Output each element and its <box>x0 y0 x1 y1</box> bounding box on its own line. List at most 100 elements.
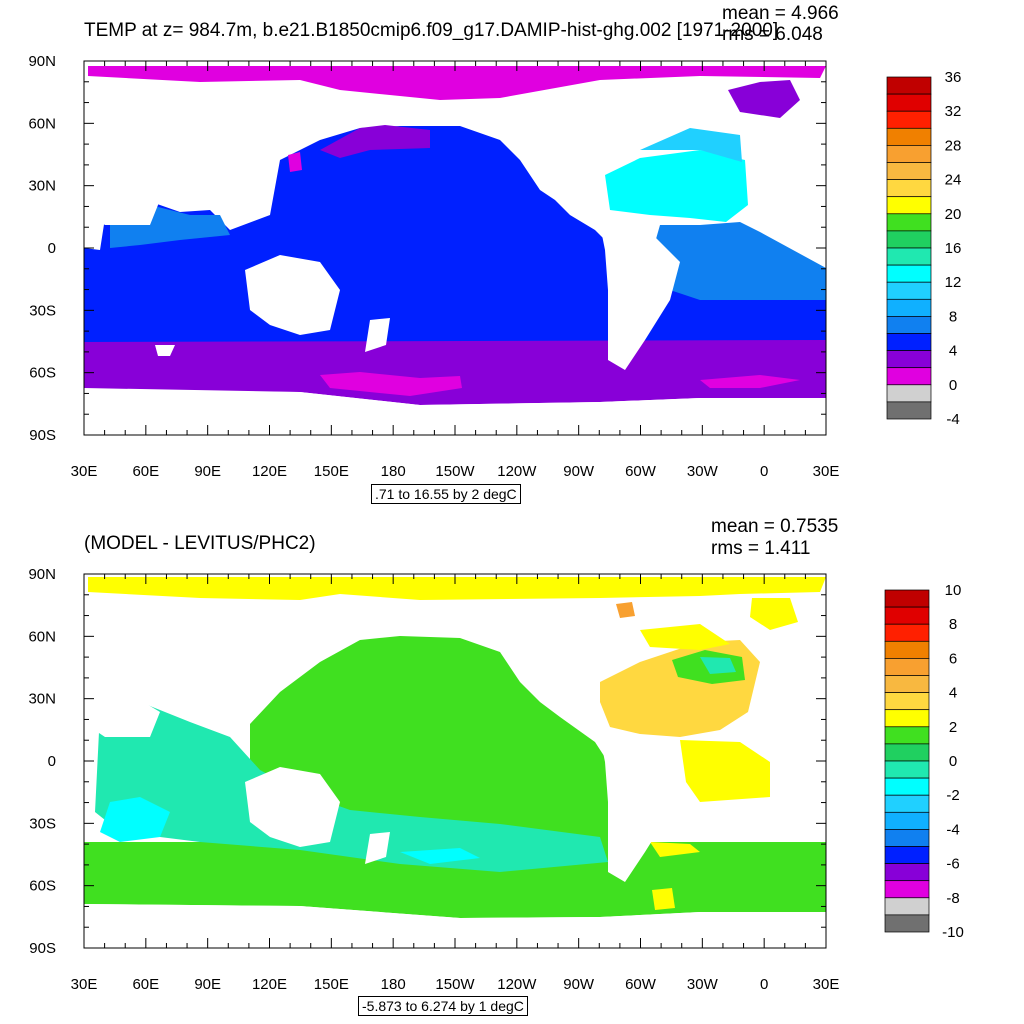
colorbar-swatch <box>884 880 930 899</box>
colorbar-swatch <box>886 196 932 215</box>
colorbar-swatch <box>884 675 930 693</box>
mean-stat: mean = 0.7535 <box>711 516 839 537</box>
colorbar-label: -6 <box>946 856 959 873</box>
x-tick-label: 30W <box>687 463 719 480</box>
colorbar-label: 32 <box>945 103 962 120</box>
y-tick-label: 60S <box>29 878 56 895</box>
colorbar-label: 6 <box>949 650 957 667</box>
colorbar-label: 0 <box>949 377 957 394</box>
x-tick-label: 90E <box>194 976 221 993</box>
colorbar-swatch <box>884 829 930 847</box>
colorbar-swatch <box>884 743 930 762</box>
colorbar-swatch <box>884 709 930 728</box>
x-tick-label: 60E <box>132 976 159 993</box>
x-tick-label: 0 <box>760 463 768 480</box>
colorbar-swatch <box>884 794 930 813</box>
y-tick-label: 30N <box>28 691 56 708</box>
colorbar-swatch <box>886 298 932 317</box>
x-tick-label: 180 <box>381 463 406 480</box>
colorbar-label: 36 <box>945 69 962 86</box>
temperature-map: 30E 60E 90E 120E 150E 180 150W 120W 90W 60W 30W 0 30… <box>28 53 962 480</box>
x-axis-ticks: 30E 60E 90E 120E 150E 180 150W 120W 90W 60W 30W 0 30… <box>71 61 840 480</box>
colorbar-swatch <box>886 384 932 403</box>
temperature-panel: TEMP at z= 984.7m, b.e21.B1850cmip6.f09_… <box>28 3 962 504</box>
temperature-field <box>84 66 826 435</box>
colorbar-swatch <box>886 230 932 249</box>
colorbar-swatch <box>884 640 930 659</box>
x-tick-label: 30E <box>71 463 98 480</box>
x-tick-label: 60W <box>625 976 657 993</box>
colorbar-label: 24 <box>945 172 962 189</box>
colorbar-swatch <box>886 110 932 129</box>
colorbar-swatch <box>886 316 932 334</box>
y-tick-label: 30S <box>29 302 56 319</box>
colorbar-swatch <box>886 367 932 386</box>
colorbar-swatch <box>886 333 932 351</box>
colorbar-label: 28 <box>945 137 962 154</box>
difference-map: 30E 60E 90E 120E 150E 180 150W 120W 90W 60W 30W 0 30… <box>28 566 964 993</box>
colorbar-label: 16 <box>945 240 962 257</box>
difference-panel: (MODEL - LEVITUS/PHC2) mean = 0.7535 rms… <box>0 512 1024 1024</box>
colorbar-swatch <box>886 162 932 180</box>
colorbar-label: 8 <box>949 308 957 325</box>
x-tick-label: 150E <box>314 463 349 480</box>
colorbar-swatch <box>884 914 930 933</box>
x-tick-label: 60E <box>132 463 159 480</box>
colorbar-swatch <box>884 811 930 830</box>
colorbar-label: -4 <box>946 411 959 428</box>
x-tick-label: 30E <box>71 976 98 993</box>
rms-stat: rms = 1.411 <box>711 538 811 559</box>
colorbar-swatch <box>886 76 932 95</box>
colorbar-swatch <box>884 777 930 796</box>
x-tick-label: 150E <box>314 976 349 993</box>
x-tick-label: 60W <box>625 463 657 480</box>
mean-stat: mean = 4.966 <box>722 3 839 24</box>
colorbar-swatch <box>884 589 930 608</box>
colorbar-swatch <box>884 760 930 779</box>
colorbar-swatch <box>884 606 930 625</box>
rms-stat: rms = 6.048 <box>722 24 823 45</box>
difference-field <box>84 577 826 948</box>
y-tick-label: 90S <box>29 427 56 444</box>
colorbar-swatch <box>884 897 930 916</box>
panel-title: TEMP at z= 984.7m, b.e21.B1850cmip6.f09_… <box>84 20 779 41</box>
contour-info: -5.873 to 6.274 by 1 degC <box>358 996 528 1016</box>
x-tick-label: 30E <box>813 463 840 480</box>
x-tick-label: 120W <box>497 463 537 480</box>
colorbar-swatch <box>886 401 932 420</box>
x-tick-label: 30W <box>687 976 719 993</box>
colorbar-swatch <box>884 658 930 676</box>
x-tick-label: 120W <box>497 976 537 993</box>
colorbar-label: -10 <box>942 924 964 941</box>
x-axis-ticks: 30E 60E 90E 120E 150E 180 150W 120W 90W 60W 30W 0 30… <box>71 574 840 993</box>
colorbar-label: 2 <box>949 719 957 736</box>
colorbar-swatch <box>886 179 932 198</box>
colorbar-swatch <box>886 281 932 300</box>
colorbar-swatch <box>886 93 932 112</box>
colorbar-label: 8 <box>949 616 957 633</box>
colorbar-label: 20 <box>945 206 962 223</box>
x-tick-label: 30E <box>813 976 840 993</box>
y-axis-ticks: 90N 60N 30N 0 30S 60S 90S <box>28 53 826 444</box>
x-tick-label: 150W <box>435 463 475 480</box>
x-tick-label: 90E <box>194 463 221 480</box>
colorbar-swatch <box>886 350 932 369</box>
colorbar-swatch <box>886 145 932 163</box>
contour-info: .71 to 16.55 by 2 degC <box>371 484 521 504</box>
colorbar: 36 32 28 24 20 16 12 8 4 0 -4 <box>886 69 962 428</box>
y-tick-label: 90N <box>28 566 56 583</box>
y-tick-label: 0 <box>48 240 56 257</box>
y-tick-label: 60N <box>28 115 56 132</box>
y-tick-label: 30S <box>29 815 56 832</box>
panel-title: (MODEL - LEVITUS/PHC2) <box>84 533 316 554</box>
y-axis-ticks: 90N 60N 30N 0 30S 60S 90S <box>28 566 826 957</box>
x-tick-label: 0 <box>760 976 768 993</box>
x-tick-label: 90W <box>563 976 595 993</box>
y-tick-label: 90N <box>28 53 56 70</box>
colorbar-swatch <box>884 846 930 864</box>
colorbar-swatch <box>884 623 930 642</box>
colorbar-label: 12 <box>945 274 962 291</box>
y-tick-label: 90S <box>29 940 56 957</box>
colorbar-label: 4 <box>949 343 957 360</box>
x-tick-label: 150W <box>435 976 475 993</box>
